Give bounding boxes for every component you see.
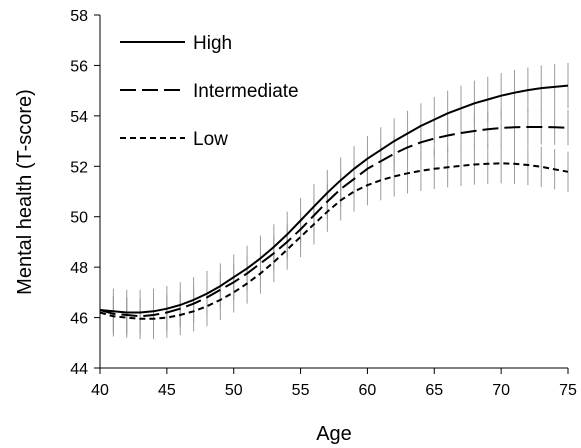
x-tick-label: 45 — [158, 382, 176, 399]
series-line-intermediate — [99, 126, 569, 318]
y-tick-label: 54 — [70, 109, 88, 126]
series-line-low — [99, 162, 569, 320]
legend-label: Low — [193, 129, 228, 150]
error-bars — [99, 62, 569, 340]
x-tick-label: 40 — [91, 382, 109, 399]
y-axis-title: Mental health (T-score) — [14, 89, 36, 295]
x-tick-label: 55 — [292, 382, 310, 399]
y-tick-label: 46 — [70, 311, 88, 328]
x-ticks: 40 45 50 55 60 65 70 75 — [91, 368, 577, 399]
series-lines — [99, 84, 569, 320]
x-tick-label: 50 — [225, 382, 243, 399]
y-tick-label: 56 — [70, 58, 88, 75]
y-tick-label: 48 — [70, 260, 88, 277]
x-tick-label: 70 — [492, 382, 510, 399]
y-tick-label: 52 — [70, 159, 88, 176]
axes — [99, 15, 568, 369]
x-tick-label: 65 — [425, 382, 443, 399]
y-tick-label: 50 — [70, 210, 88, 227]
x-tick-label: 75 — [559, 382, 577, 399]
series-line-high — [99, 84, 569, 314]
legend: High Intermediate Low — [120, 33, 299, 150]
x-axis-title: Age — [316, 423, 352, 445]
y-ticks: 44 46 48 50 52 54 56 58 — [70, 8, 100, 378]
y-tick-label: 44 — [70, 361, 88, 378]
legend-label: High — [193, 33, 232, 54]
legend-label: Intermediate — [193, 81, 299, 102]
y-tick-label: 58 — [70, 8, 88, 25]
x-tick-label: 60 — [359, 382, 377, 399]
